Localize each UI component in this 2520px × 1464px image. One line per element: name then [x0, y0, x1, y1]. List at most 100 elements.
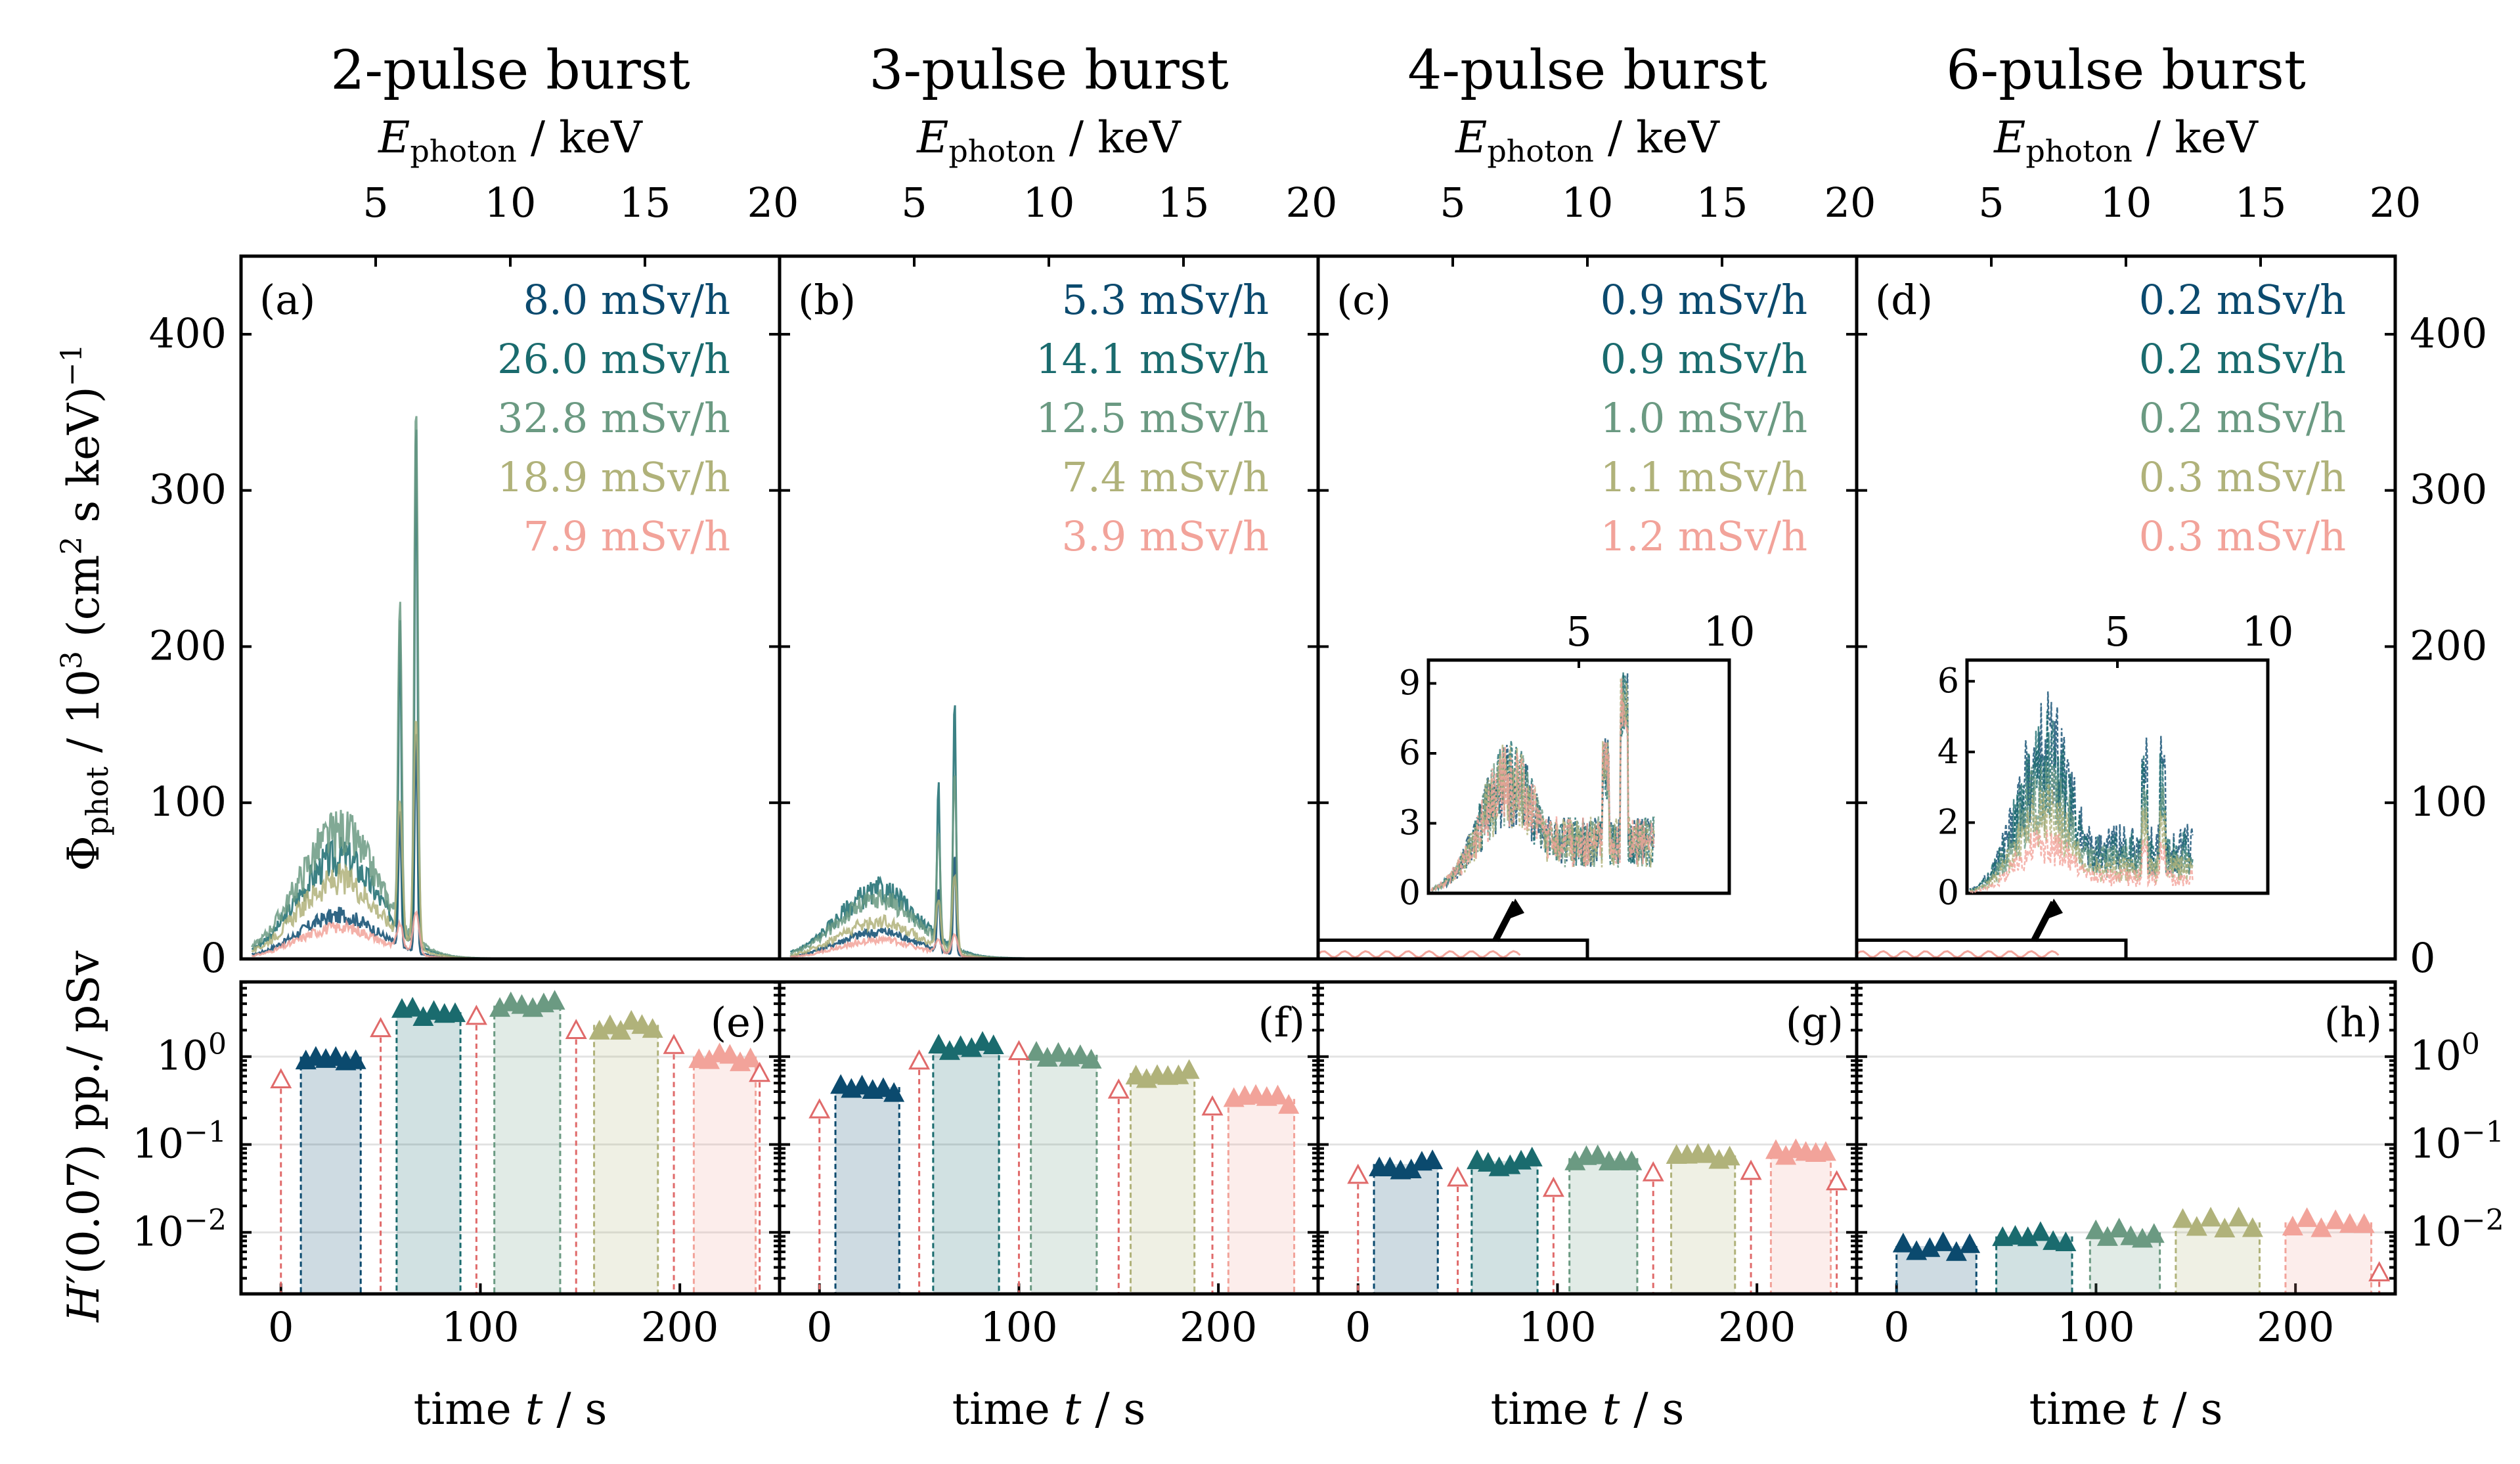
- x-tick-label: 15: [619, 179, 671, 227]
- burst-area: [1228, 1099, 1294, 1294]
- panel-label-b: (b): [798, 276, 856, 324]
- dose-marker: [588, 1019, 610, 1040]
- dose-marker: [2296, 1207, 2318, 1228]
- xlabel-time: time t / s: [952, 1384, 1146, 1434]
- dose-marker: [610, 1019, 632, 1040]
- x-tick-label: 10: [2100, 179, 2152, 227]
- dose-rates-b: 5.3 mSv/h 14.1 mSv/h 12.5 mSv/h 7.4 mSv/…: [1036, 276, 1269, 560]
- x-tick-label: 5: [1978, 179, 2004, 227]
- dose-rate-label: 26.0 mSv/h: [497, 335, 730, 383]
- dose-marker: [883, 1082, 905, 1102]
- title-d: 6-pulse burst: [1946, 39, 2306, 102]
- xlabel-time: time t / s: [1491, 1384, 1685, 1434]
- dose-rate-label: 32.8 mSv/h: [497, 394, 730, 442]
- burst-area: [1030, 1054, 1097, 1294]
- x-tick-label: 0: [268, 1303, 294, 1351]
- panel-frames: [239, 254, 2397, 1296]
- dose-marker: [1892, 1232, 1914, 1253]
- xlabel-time: time t / s: [2029, 1384, 2223, 1434]
- dose-marker: [872, 1077, 894, 1098]
- gap-marker: [1642, 1161, 1664, 1182]
- dose-marker: [2310, 1217, 2332, 1237]
- inset-spectrum-line: [1969, 829, 2194, 894]
- inset-x-tick-label: 10: [1704, 608, 1756, 655]
- burst-area: [1671, 1155, 1735, 1294]
- dose-marker: [740, 1047, 761, 1067]
- y-tick-label: 100: [149, 778, 227, 826]
- dose-marker: [444, 1002, 466, 1023]
- dose-marker: [1521, 1146, 1543, 1166]
- burst-area: [301, 1056, 361, 1294]
- dose-marker: [1698, 1143, 1719, 1163]
- dose-marker: [1932, 1231, 1954, 1251]
- dose-marker: [2214, 1218, 2236, 1238]
- x-tick-label: 100: [1518, 1303, 1596, 1351]
- dose-marker: [642, 1018, 663, 1038]
- dose-rate-label: 7.9 mSv/h: [523, 512, 730, 560]
- panel-label-d: (d): [1875, 276, 1933, 324]
- y-tick-label: 100: [2410, 778, 2487, 826]
- top-xlabel-d: Ephoton / keV: [1993, 112, 2259, 169]
- gap-marker: [1007, 1040, 1030, 1061]
- y-tick-label: 10−2: [132, 1203, 227, 1255]
- inset-y-tick-label: 4: [1937, 732, 1959, 772]
- dose-marker: [2339, 1212, 2360, 1233]
- dose-marker: [2108, 1217, 2130, 1237]
- inset-spectrum-line: [1969, 784, 2194, 893]
- ylabel-dose: H′(0.07) pp./ pSv: [58, 950, 109, 1323]
- inset-frame: [1426, 658, 1731, 895]
- burst-area: [835, 1087, 900, 1294]
- x-tick-label: 10: [1562, 179, 1614, 227]
- dose-marker: [2200, 1207, 2222, 1227]
- x-tick-label: 100: [2057, 1303, 2134, 1351]
- gap-marker: [1201, 1095, 1224, 1116]
- dose-marker: [983, 1034, 1004, 1055]
- burst-area: [933, 1046, 1000, 1294]
- gap-marker: [1542, 1176, 1564, 1197]
- dose-marker: [1400, 1159, 1422, 1179]
- dose-marker: [2172, 1208, 2194, 1228]
- y-tick-label: 100: [2410, 1028, 2480, 1080]
- dose-marker: [1815, 1141, 1836, 1161]
- spectrum-line: [251, 734, 597, 960]
- inset-spectrum-line: [1969, 691, 2194, 892]
- burst-area: [1130, 1073, 1195, 1294]
- dose-marker: [345, 1049, 366, 1069]
- dose-marker: [1477, 1151, 1499, 1172]
- dose-marker: [2143, 1223, 2165, 1243]
- dose-marker: [2282, 1215, 2303, 1235]
- x-tick-label: 0: [1345, 1303, 1371, 1351]
- dose-marker: [412, 1006, 434, 1026]
- x-tick-label: 5: [363, 179, 388, 227]
- zoom-arrow-head: [2046, 898, 2063, 920]
- inset-y-tick-label: 2: [1937, 803, 1959, 842]
- gap-marker: [370, 1017, 392, 1038]
- x-tick-label: 200: [2257, 1303, 2334, 1351]
- panel-label-f: (f): [1258, 998, 1305, 1046]
- dose-rate-label: 0.9 mSv/h: [1601, 276, 1807, 324]
- dose-rate-label: 3.9 mSv/h: [1062, 512, 1269, 560]
- inset-y-tick-label: 6: [1937, 661, 1959, 701]
- burst-area: [1771, 1153, 1831, 1294]
- inset-panel-d: 5 10 0 2 4 6: [1937, 608, 2294, 913]
- dose-rate-label: 14.1 mSv/h: [1036, 335, 1269, 383]
- dose-marker: [489, 997, 511, 1017]
- inset-y-tick-label: 6: [1399, 734, 1421, 773]
- x-tick-label: 200: [1718, 1303, 1796, 1351]
- dose-marker: [1278, 1094, 1300, 1114]
- spectrum-line: [1317, 950, 1521, 959]
- dose-marker: [1719, 1145, 1740, 1166]
- dose-rate-label: 0.9 mSv/h: [1601, 335, 1807, 383]
- spectrum-line: [251, 721, 597, 960]
- dose-marker: [2004, 1225, 2026, 1245]
- dose-marker: [2096, 1226, 2118, 1246]
- panel-label-g: (g): [1786, 998, 1844, 1046]
- gap-marker: [808, 1098, 831, 1119]
- panel-label-e: (e): [711, 998, 766, 1046]
- dose-rate-label: 0.3 mSv/h: [2139, 453, 2346, 501]
- x-tick-label: 200: [641, 1303, 718, 1351]
- dose-marker: [1621, 1150, 1643, 1170]
- dose-marker: [1168, 1064, 1189, 1084]
- dose-marker: [2228, 1207, 2249, 1227]
